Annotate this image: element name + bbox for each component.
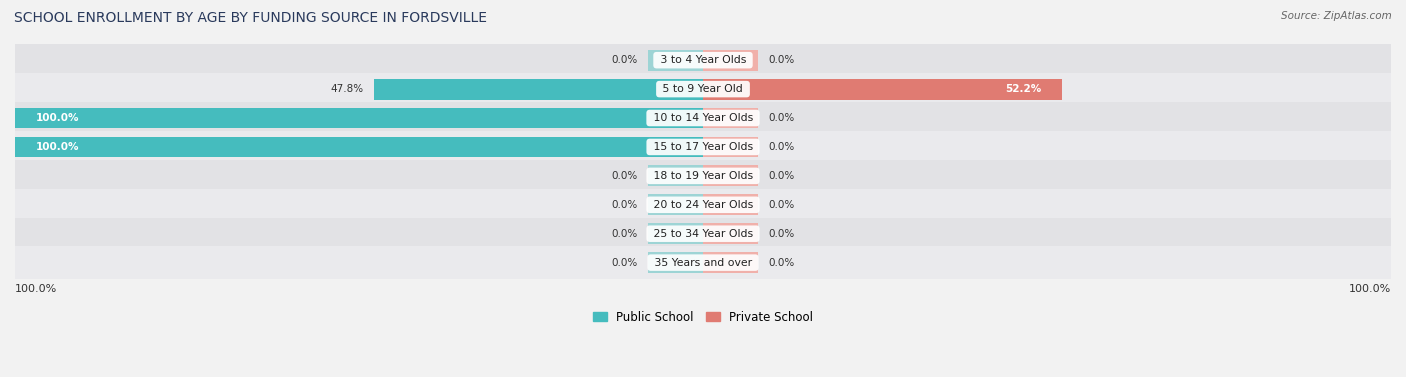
Legend: Public School, Private School: Public School, Private School bbox=[588, 306, 818, 328]
Text: SCHOOL ENROLLMENT BY AGE BY FUNDING SOURCE IN FORDSVILLE: SCHOOL ENROLLMENT BY AGE BY FUNDING SOUR… bbox=[14, 11, 486, 25]
Text: 10 to 14 Year Olds: 10 to 14 Year Olds bbox=[650, 113, 756, 123]
Bar bbox=[648, 223, 703, 244]
Text: 0.0%: 0.0% bbox=[768, 229, 794, 239]
Bar bbox=[703, 136, 758, 157]
Text: 100.0%: 100.0% bbox=[35, 113, 79, 123]
Text: 35 Years and over: 35 Years and over bbox=[651, 257, 755, 268]
Bar bbox=[374, 79, 703, 100]
Text: 18 to 19 Year Olds: 18 to 19 Year Olds bbox=[650, 171, 756, 181]
Bar bbox=[15, 107, 703, 129]
Text: Source: ZipAtlas.com: Source: ZipAtlas.com bbox=[1281, 11, 1392, 21]
Text: 0.0%: 0.0% bbox=[768, 171, 794, 181]
Bar bbox=[648, 195, 703, 215]
Text: 0.0%: 0.0% bbox=[768, 142, 794, 152]
Bar bbox=[703, 50, 758, 70]
Bar bbox=[703, 79, 1062, 100]
Text: 5 to 9 Year Old: 5 to 9 Year Old bbox=[659, 84, 747, 94]
Bar bbox=[15, 160, 1391, 192]
Text: 52.2%: 52.2% bbox=[1005, 84, 1042, 94]
Bar bbox=[15, 73, 1391, 105]
Bar bbox=[15, 102, 1391, 134]
Bar bbox=[648, 252, 703, 273]
Text: 0.0%: 0.0% bbox=[768, 113, 794, 123]
Bar bbox=[15, 218, 1391, 250]
Bar bbox=[703, 252, 758, 273]
Text: 0.0%: 0.0% bbox=[612, 55, 638, 65]
Text: 0.0%: 0.0% bbox=[612, 200, 638, 210]
Bar bbox=[703, 166, 758, 186]
Bar bbox=[15, 188, 1391, 221]
Text: 100.0%: 100.0% bbox=[15, 284, 58, 294]
Text: 47.8%: 47.8% bbox=[330, 84, 364, 94]
Text: 0.0%: 0.0% bbox=[768, 200, 794, 210]
Bar bbox=[15, 44, 1391, 76]
Bar bbox=[703, 195, 758, 215]
Text: 0.0%: 0.0% bbox=[612, 257, 638, 268]
Bar bbox=[15, 247, 1391, 279]
Bar bbox=[703, 107, 758, 129]
Text: 100.0%: 100.0% bbox=[35, 142, 79, 152]
Text: 25 to 34 Year Olds: 25 to 34 Year Olds bbox=[650, 229, 756, 239]
Text: 0.0%: 0.0% bbox=[768, 257, 794, 268]
Bar bbox=[648, 166, 703, 186]
Bar bbox=[648, 50, 703, 70]
Text: 0.0%: 0.0% bbox=[612, 229, 638, 239]
Bar bbox=[15, 131, 1391, 163]
Text: 0.0%: 0.0% bbox=[768, 55, 794, 65]
Bar bbox=[15, 136, 703, 157]
Text: 100.0%: 100.0% bbox=[1348, 284, 1391, 294]
Bar bbox=[703, 223, 758, 244]
Text: 20 to 24 Year Olds: 20 to 24 Year Olds bbox=[650, 200, 756, 210]
Text: 3 to 4 Year Olds: 3 to 4 Year Olds bbox=[657, 55, 749, 65]
Text: 15 to 17 Year Olds: 15 to 17 Year Olds bbox=[650, 142, 756, 152]
Text: 0.0%: 0.0% bbox=[612, 171, 638, 181]
